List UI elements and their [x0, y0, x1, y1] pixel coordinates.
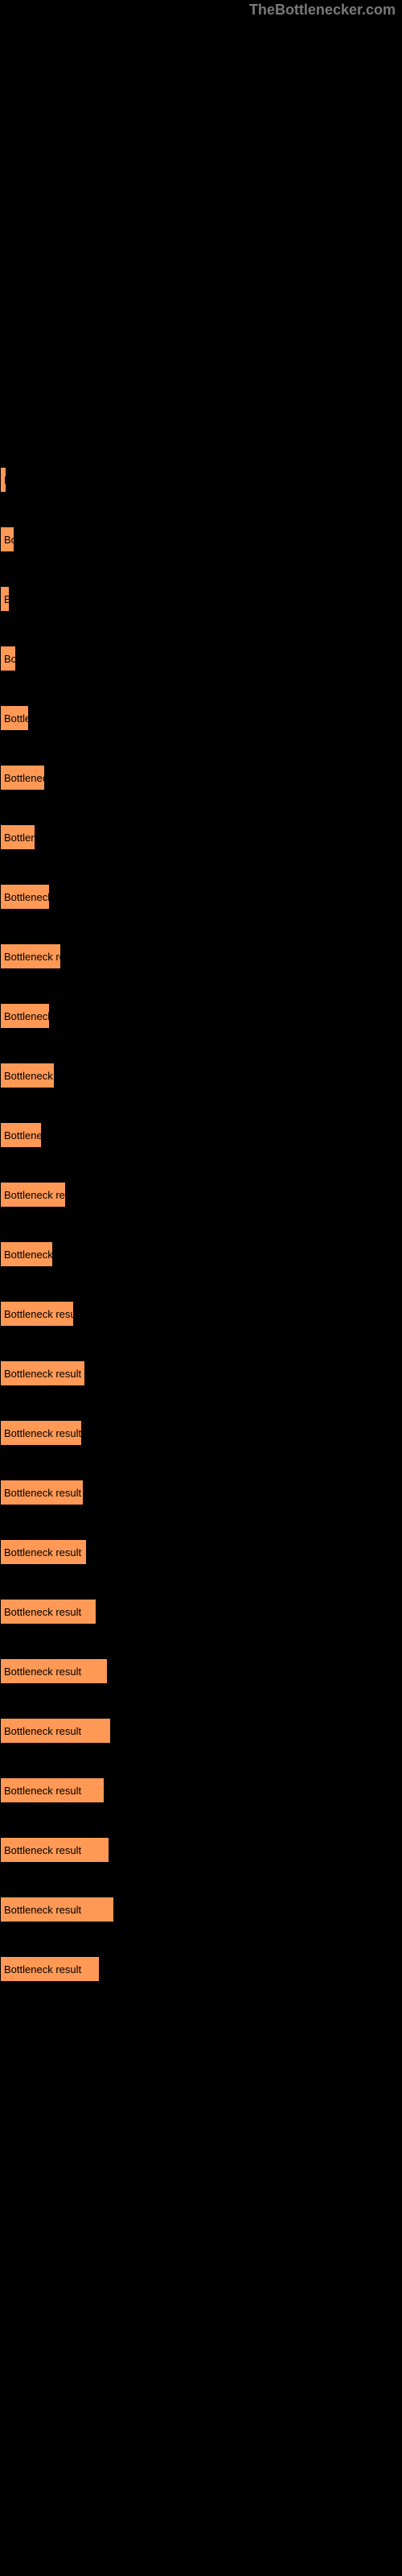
bar-chart: B Bo B Bo Bottlen Bottleneck r Bottlene Bottlen… — [0, 0, 402, 1982]
bar: Bottleneck result — [0, 943, 61, 969]
bar: Bottleneck result — [0, 1420, 82, 1446]
bar: Bottleneck — [0, 1122, 42, 1148]
bar-row: Bottleneck res — [0, 1063, 402, 1088]
bar-row: Bottleneck result — [0, 1599, 402, 1624]
bar: Bottleneck result — [0, 1777, 105, 1803]
bar: Bottleneck result — [0, 1837, 109, 1863]
bar-row: Bottleneck — [0, 1122, 402, 1148]
bar-row: Bottleneck result — [0, 1777, 402, 1803]
bar: Bottleneck res — [0, 1063, 55, 1088]
bar: Bottleneck result — [0, 1956, 100, 1982]
bar: Bottlene — [0, 824, 35, 850]
bar: Bo — [0, 526, 14, 552]
bar-row: Bottleneck result — [0, 1420, 402, 1446]
bar-row: Bottlene — [0, 824, 402, 850]
bar: Bottleneck res — [0, 1241, 53, 1267]
bar-row: Bottleneck result — [0, 1360, 402, 1386]
bar: Bottleneck re — [0, 884, 50, 910]
bar-row: B — [0, 586, 402, 612]
bar: Bottleneck result — [0, 1897, 114, 1922]
bar: Bottleneck result — [0, 1360, 85, 1386]
bar-row: Bottlen — [0, 705, 402, 731]
bar-row: Bottleneck result — [0, 1658, 402, 1684]
bar: Bottlen — [0, 705, 29, 731]
bar-row: Bottleneck result — [0, 1182, 402, 1208]
bar: B — [0, 467, 6, 493]
bar-row: Bottleneck re — [0, 884, 402, 910]
bar: Bottleneck result — [0, 1480, 84, 1505]
bar: B — [0, 586, 10, 612]
bar-row: Bottleneck result — [0, 943, 402, 969]
bar: Bottleneck result — [0, 1301, 74, 1327]
bar-row: Bottleneck r — [0, 765, 402, 791]
bar-row: Bottleneck result — [0, 1539, 402, 1565]
bar: Bottleneck re — [0, 1003, 50, 1029]
bar-row: Bottleneck result — [0, 1480, 402, 1505]
bar-row: Bottleneck result — [0, 1897, 402, 1922]
bar-row: B — [0, 467, 402, 493]
bar: Bottleneck result — [0, 1658, 108, 1684]
bar-row: Bottleneck res — [0, 1241, 402, 1267]
bar: Bottleneck r — [0, 765, 45, 791]
bar: Bottleneck result — [0, 1718, 111, 1744]
bar-row: Bottleneck result — [0, 1956, 402, 1982]
bar-row: Bottleneck result — [0, 1837, 402, 1863]
bar-row: Bo — [0, 646, 402, 671]
bar-row: Bo — [0, 526, 402, 552]
bar-row: Bottleneck result — [0, 1301, 402, 1327]
bar: Bo — [0, 646, 16, 671]
bar: Bottleneck result — [0, 1539, 87, 1565]
bar-row: Bottleneck result — [0, 1718, 402, 1744]
bar: Bottleneck result — [0, 1182, 66, 1208]
bar-row: Bottleneck re — [0, 1003, 402, 1029]
bar: Bottleneck result — [0, 1599, 96, 1624]
